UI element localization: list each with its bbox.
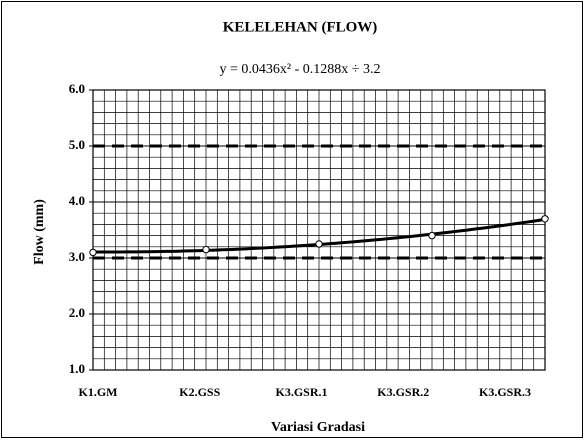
y-axis-label: Flow (mm): [32, 199, 47, 265]
y-tick-label: 3.0: [69, 249, 85, 264]
chart-subtitle: y = 0.0436x² - 0.1288x ÷ 3.2: [220, 62, 381, 77]
y-tick-label: 4.0: [69, 193, 85, 208]
plot-border: [92, 89, 546, 371]
data-point: [89, 248, 97, 257]
y-tick-label: 5.0: [69, 137, 85, 152]
x-axis-label: Variasi Gradasi: [271, 420, 365, 435]
x-tick-label: K2.GSS: [179, 385, 220, 399]
x-tick-label: K1.GM: [79, 385, 118, 399]
data-point: [202, 245, 210, 254]
data-point: [315, 240, 323, 248]
y-tick-label: 6.0: [69, 81, 85, 96]
x-tick-label: K3.GSR.3: [479, 385, 531, 399]
data-point: [541, 215, 549, 223]
y-tick-label: 2.0: [69, 305, 85, 320]
x-tick-label: K3.GSR.2: [377, 385, 429, 399]
chart-title: KELELEHAN (FLOW): [223, 19, 378, 35]
data-point: [428, 231, 436, 240]
x-tick-label: K3.GSR.1: [275, 385, 327, 399]
y-tick-label: 1.0: [69, 361, 85, 376]
